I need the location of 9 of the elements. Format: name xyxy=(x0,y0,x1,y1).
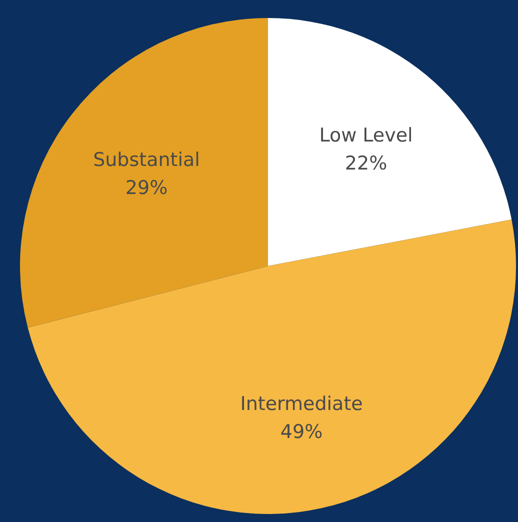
pie-slice xyxy=(28,220,516,514)
data-label: 49% xyxy=(280,421,323,444)
slice-label: Low Level xyxy=(319,124,413,147)
pie-slice xyxy=(268,18,512,266)
data-label: 22% xyxy=(344,152,388,175)
slice-label: Substantial xyxy=(93,148,200,171)
pie-slice xyxy=(20,18,268,328)
slice-label: Intermediate xyxy=(240,393,363,416)
data-label: 29% xyxy=(125,176,168,199)
